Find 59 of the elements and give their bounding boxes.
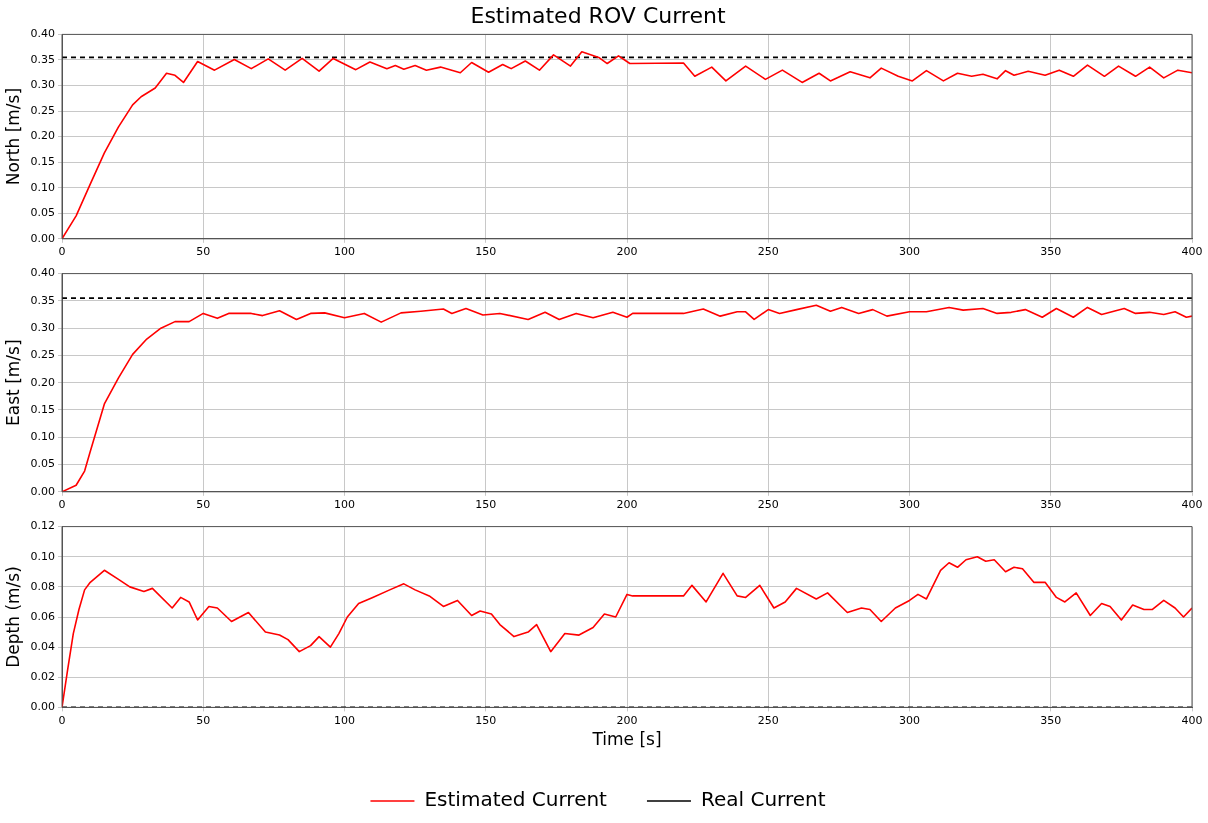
x-tick-label: 200	[616, 245, 638, 259]
y-tick-label: 0.20	[30, 129, 55, 143]
x-tick-label: 250	[757, 713, 779, 727]
y-tick-label: 0.00	[30, 484, 55, 498]
x-tick-label: 400	[1181, 245, 1203, 259]
y-tick-label: 0.00	[30, 231, 55, 245]
y-tick-label: 0.35	[30, 52, 55, 66]
y-tick-label: 0.40	[30, 266, 55, 280]
x-tick-label: 350	[1040, 713, 1062, 727]
y-tick-label: 0.15	[30, 402, 55, 416]
x-tick-label: 50	[196, 498, 211, 512]
y-tick-label: 0.04	[30, 639, 55, 653]
y-tick-label: 0.12	[30, 519, 55, 533]
x-tick-label: 50	[196, 245, 211, 259]
legend-label: Real Current	[700, 787, 826, 812]
x-tick-label: 200	[616, 713, 638, 727]
y-tick-label: 0.15	[30, 155, 55, 169]
y-tick-label: 0.02	[30, 670, 55, 684]
x-tick-label: 0	[58, 245, 66, 259]
x-tick-label: 300	[899, 713, 920, 727]
x-tick-label: 150	[475, 245, 497, 259]
x-tick-label: 0	[58, 498, 66, 512]
y-tick-label: 0.30	[30, 321, 55, 335]
y-tick-label: 0.05	[30, 206, 55, 220]
y-tick-label: 0.35	[30, 293, 55, 307]
y-tick-label: 0.40	[30, 27, 55, 41]
chart-title: Estimated ROV Current	[470, 2, 726, 28]
y-tick-label: 0.06	[30, 609, 55, 623]
x-tick-label: 350	[1040, 245, 1062, 259]
legend-label: Estimated Current	[424, 787, 608, 812]
x-tick-label: 150	[475, 498, 497, 512]
x-tick-label: 400	[1181, 713, 1203, 727]
y-tick-label: 0.30	[30, 78, 55, 92]
y-tick-label: 0.10	[30, 180, 55, 194]
x-tick-label: 250	[757, 245, 779, 259]
x-tick-label: 250	[757, 498, 779, 512]
y-tick-label: 0.08	[30, 579, 55, 593]
y-axis-title: Depth (m/s)	[2, 566, 23, 668]
x-axis-title: Time [s]	[591, 729, 662, 750]
x-tick-label: 0	[58, 713, 66, 727]
x-tick-label: 100	[334, 245, 355, 259]
x-tick-label: 100	[334, 713, 355, 727]
y-tick-label: 0.25	[30, 103, 55, 117]
y-tick-label: 0.00	[30, 700, 55, 714]
x-tick-label: 300	[899, 498, 920, 512]
x-tick-label: 100	[334, 498, 355, 512]
x-tick-label: 150	[475, 713, 497, 727]
y-tick-label: 0.10	[30, 549, 55, 563]
y-tick-label: 0.25	[30, 348, 55, 362]
y-axis-title: East [m/s]	[2, 339, 23, 426]
x-tick-label: 50	[196, 713, 211, 727]
y-tick-label: 0.20	[30, 375, 55, 389]
x-tick-label: 300	[899, 245, 920, 259]
y-tick-label: 0.10	[30, 430, 55, 444]
x-tick-label: 350	[1040, 498, 1062, 512]
y-axis-title: North [m/s]	[2, 87, 23, 186]
x-tick-label: 200	[616, 498, 638, 512]
x-tick-label: 400	[1181, 498, 1203, 512]
y-tick-label: 0.05	[30, 457, 55, 471]
